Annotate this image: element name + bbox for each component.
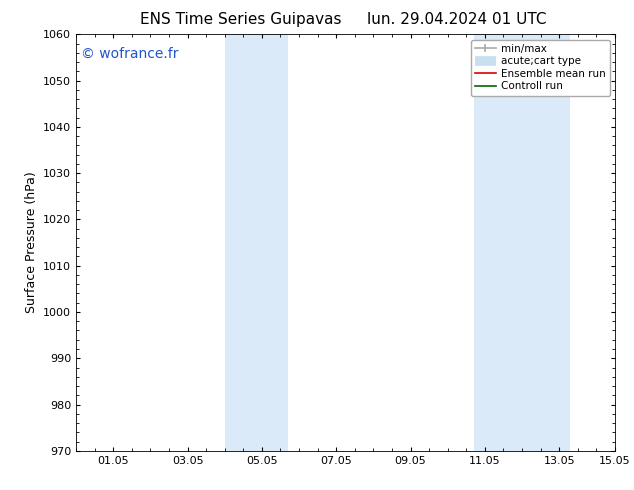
Legend: min/max, acute;cart type, Ensemble mean run, Controll run: min/max, acute;cart type, Ensemble mean … (470, 40, 610, 96)
Text: ENS Time Series Guipavas: ENS Time Series Guipavas (140, 12, 342, 27)
Bar (224, 34, 288, 451)
Text: © wofrance.fr: © wofrance.fr (81, 47, 179, 61)
Y-axis label: Surface Pressure (hPa): Surface Pressure (hPa) (25, 172, 37, 314)
Text: lun. 29.04.2024 01 UTC: lun. 29.04.2024 01 UTC (366, 12, 547, 27)
Bar (474, 34, 571, 451)
